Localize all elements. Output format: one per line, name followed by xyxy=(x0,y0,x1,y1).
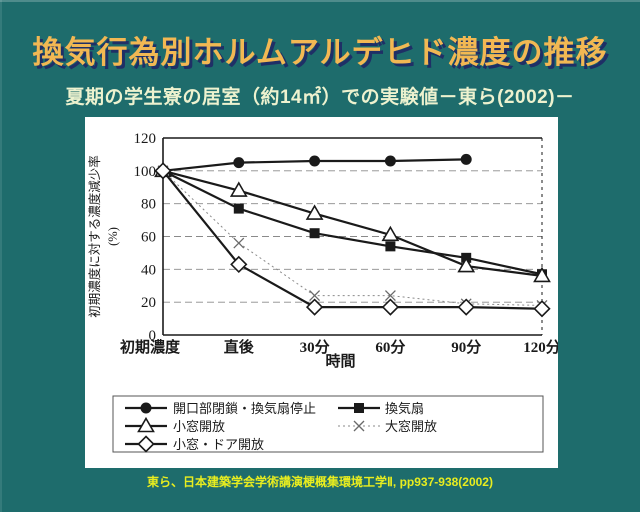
diamond-marker xyxy=(305,298,324,316)
diamond-marker xyxy=(533,300,551,318)
legend-item-1: 換気扇 xyxy=(338,401,424,416)
circle-marker xyxy=(384,155,396,167)
x-tick-label: 初期濃度 xyxy=(120,338,181,356)
square-marker xyxy=(385,241,396,252)
x-tick-label: 直後 xyxy=(224,338,255,356)
series-line xyxy=(162,170,543,310)
x-tick-label: 60分 xyxy=(375,339,405,356)
series-line xyxy=(162,169,543,276)
diamond-marker xyxy=(137,435,155,453)
chart-panel: 0 20 40 60 80 100 120 初期濃度 直後 30分 60分 90分 120分時間 初期濃度… xyxy=(85,117,561,468)
x-marker xyxy=(353,420,365,432)
diamond-marker xyxy=(457,298,475,316)
y-tick-label: 120 xyxy=(134,131,157,147)
circle-marker xyxy=(233,157,245,169)
legend-item-0: 開口部閉鎖・換気扇停止 xyxy=(125,401,316,416)
triangle-marker xyxy=(229,181,248,197)
series-0 xyxy=(157,153,472,177)
legend-label: 換気扇 xyxy=(385,401,424,416)
circle-marker xyxy=(309,155,321,167)
square-marker xyxy=(309,228,320,239)
circle-marker xyxy=(460,153,472,165)
legend-label: 開口部閉鎖・換気扇停止 xyxy=(173,401,316,416)
slide-subtitle: 夏期の学生寮の居室（約14㎡）での実験値－東ら(2002)－ xyxy=(65,87,575,108)
series-line xyxy=(162,169,543,277)
legend-label: 小窓開放 xyxy=(173,419,225,434)
legend-item-2: 小窓開放 xyxy=(125,416,225,434)
triangle-marker xyxy=(305,204,324,220)
legend-item-3: 大窓開放 xyxy=(338,419,437,434)
diamond-marker xyxy=(230,255,248,274)
series-line xyxy=(162,170,543,306)
citation: 東ら、日本建築学会学術講演梗概集環境工学Ⅱ, pp937-938(2002) xyxy=(147,475,493,489)
y-tick-label: 100 xyxy=(134,164,157,180)
x-tick-label: 90分 xyxy=(451,339,481,356)
y-tick-label: 20 xyxy=(141,295,156,311)
slide-title: 換気行為別ホルムアルデヒド濃度の推移 xyxy=(32,35,608,70)
y-tick-label: 0 xyxy=(149,328,157,344)
legend-box xyxy=(112,395,544,453)
x-axis-label: 時間 xyxy=(325,352,355,370)
diamond-marker xyxy=(381,298,400,316)
triangle-marker xyxy=(457,256,476,273)
series-1 xyxy=(158,165,547,280)
series-4 xyxy=(154,162,551,318)
triangle-marker xyxy=(533,266,551,283)
triangle-marker xyxy=(137,416,155,433)
y-tick-label: 80 xyxy=(141,197,156,213)
legend-item-4: 小窓・ドア開放 xyxy=(125,435,264,453)
x-marker xyxy=(384,290,396,302)
x-tick-label: 30分 xyxy=(300,339,330,356)
x-tick-label: 120分 xyxy=(523,339,558,356)
square-marker xyxy=(233,203,244,214)
legend-label: 大窓開放 xyxy=(385,419,437,434)
y-axis-label: 初期濃度に対する濃度減少率 xyxy=(87,155,102,318)
y-tick-label: 60 xyxy=(141,230,156,246)
x-marker xyxy=(233,237,245,249)
y-axis-unit: (%) xyxy=(106,227,120,246)
y-tick-label: 40 xyxy=(141,262,156,278)
triangle-marker xyxy=(381,225,400,242)
square-marker xyxy=(354,403,364,413)
x-marker xyxy=(309,290,321,302)
circle-marker xyxy=(140,402,152,414)
legend-label: 小窓・ドア開放 xyxy=(173,437,264,452)
diamond-marker xyxy=(154,162,172,180)
